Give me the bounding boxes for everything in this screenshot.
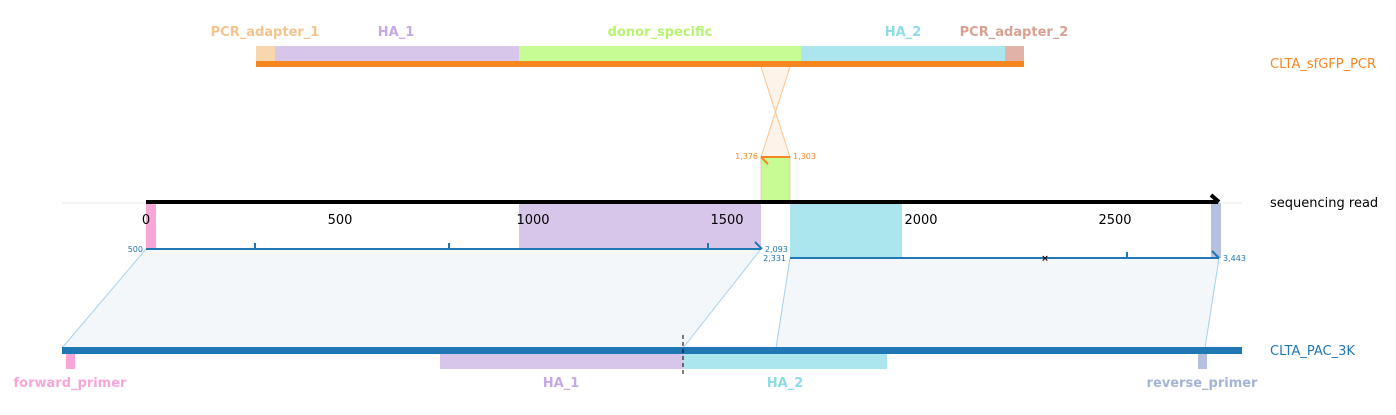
top-alignment-end-label: 1,303 — [793, 152, 816, 161]
top-alignment: 1,376 1,303 — [735, 66, 816, 203]
top-feature-label-donor-specific: donor_specific — [608, 25, 713, 40]
axis-tick-1500: 1500 — [710, 213, 743, 228]
alignment-2-shading — [776, 258, 1219, 348]
top-alignment-arrowhead — [760, 156, 769, 165]
bottom-alignments: 500 2,093 × 2,331 3,443 — [61, 241, 1246, 349]
axis-tick-0: 0 — [142, 213, 150, 228]
bottom-construct-bar — [62, 347, 1242, 354]
bottom-feature-reverse-primer — [1198, 353, 1207, 369]
read-ha-2-block — [790, 203, 902, 258]
alignment-1-shading — [62, 249, 761, 348]
top-construct: PCR_adapter_1 HA_1 donor_specific HA_2 P… — [211, 25, 1376, 72]
bottom-feature-label-forward-primer: forward_primer — [14, 376, 128, 391]
alignment-2-start-label: 2,331 — [763, 254, 786, 263]
top-feature-ha-1 — [275, 46, 519, 62]
top-feature-label-ha-2: HA_2 — [885, 25, 922, 40]
bottom-feature-ha-1 — [440, 353, 683, 369]
bottom-feature-label-ha-2: HA_2 — [767, 376, 804, 391]
bottom-construct-name: CLTA_PAC_3K — [1270, 344, 1355, 359]
alignment-2-end-label: 3,443 — [1223, 254, 1246, 263]
alignment-2-mismatch-marker: × — [1041, 254, 1049, 264]
read-ha-1-block — [519, 203, 761, 249]
top-feature-pcr-adapter-2 — [1005, 46, 1024, 62]
top-alignment-start-label: 1,376 — [735, 152, 758, 161]
bottom-feature-ha-2 — [683, 353, 887, 369]
top-feature-ha-2 — [801, 46, 1005, 62]
top-feature-label-pcr-adapter-2: PCR_adapter_2 — [960, 25, 1069, 40]
top-feature-donor-specific — [519, 46, 801, 62]
top-feature-pcr-adapter-1 — [256, 46, 275, 62]
alignment-1-end-label: 2,093 — [765, 245, 788, 254]
sequencing-read: 0 500 1000 1500 2000 2500 sequencing rea… — [62, 193, 1378, 258]
bottom-feature-forward-primer — [66, 353, 75, 369]
read-reverse-primer-block — [1211, 203, 1221, 258]
alignment-1-arrowhead — [754, 241, 763, 250]
axis-tick-500: 500 — [328, 213, 353, 228]
top-construct-bar — [256, 61, 1024, 67]
read-forward-primer-block — [146, 203, 156, 249]
bottom-construct: forward_primer HA_1 HA_2 reverse_primer … — [14, 335, 1355, 391]
read-arrow-head — [1209, 193, 1221, 204]
bottom-feature-label-reverse-primer: reverse_primer — [1147, 376, 1259, 391]
top-feature-label-pcr-adapter-1: PCR_adapter_1 — [211, 25, 320, 40]
alignment-2-arrowhead — [1211, 250, 1220, 259]
axis-tick-1000: 1000 — [516, 213, 549, 228]
read-donor-specific-segment — [760, 156, 791, 203]
bottom-feature-label-ha-1: HA_1 — [543, 376, 580, 391]
top-construct-name: CLTA_sfGFP_PCR — [1270, 57, 1376, 72]
axis-tick-2000: 2000 — [904, 213, 937, 228]
alignment-1-start-label: 500 — [128, 245, 143, 254]
read-name: sequencing read — [1270, 196, 1378, 211]
top-feature-label-ha-1: HA_1 — [378, 25, 415, 40]
axis-tick-2500: 2500 — [1098, 213, 1131, 228]
